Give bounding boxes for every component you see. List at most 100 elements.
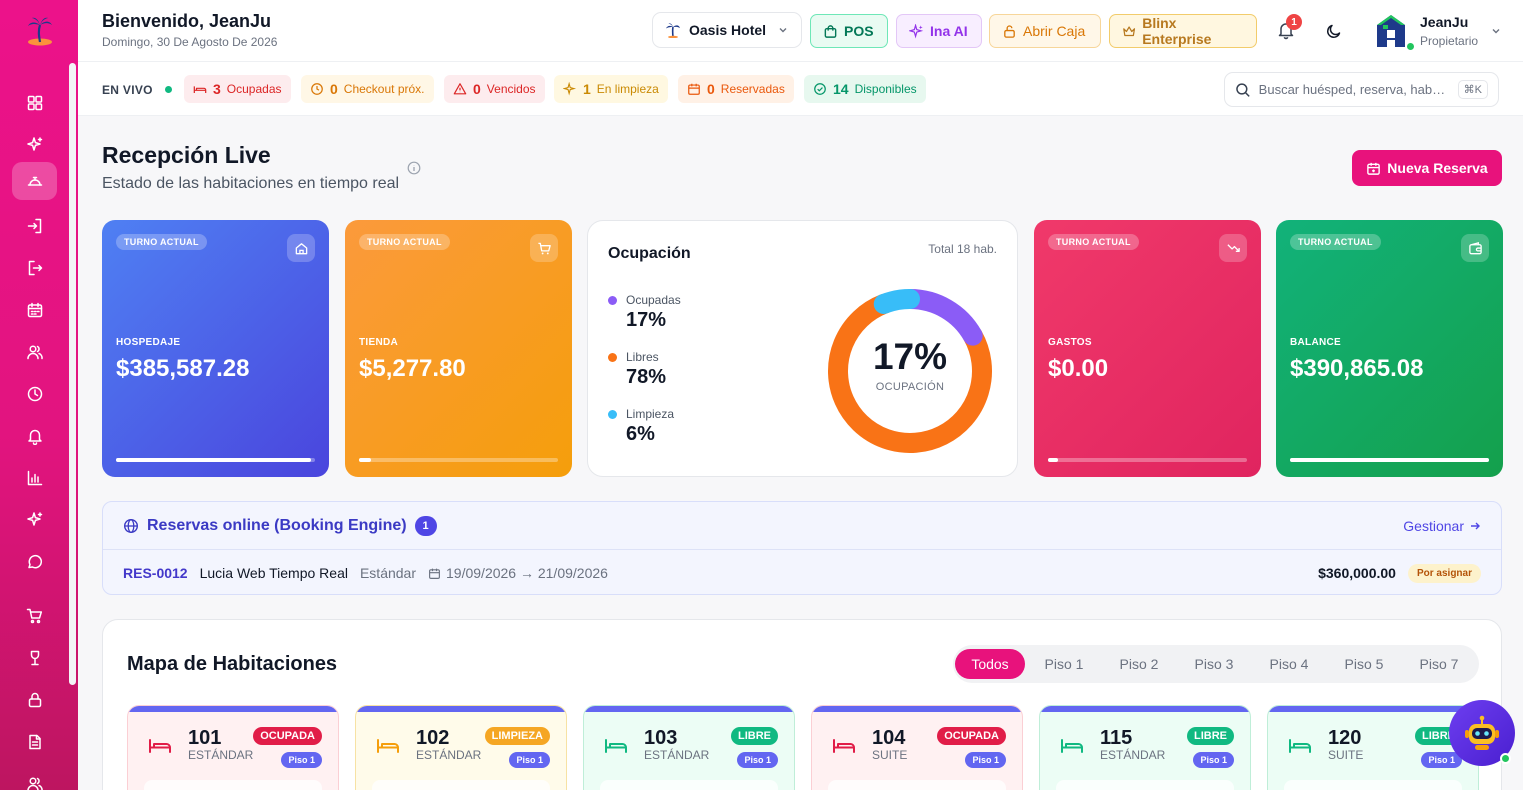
pos-label: POS xyxy=(844,23,874,39)
live-label: EN VIVO xyxy=(102,83,153,97)
new-booking-button[interactable]: Nueva Reserva xyxy=(1352,150,1502,186)
room-card-detail xyxy=(600,780,778,790)
ina-ai-label: Ina AI xyxy=(930,23,968,39)
live-status-bar: EN VIVO 3 Ocupadas 0 Checkout próx. 0 Ve… xyxy=(78,62,1523,116)
chevron-down-icon[interactable] xyxy=(1490,25,1502,37)
room-card-accent xyxy=(812,706,1022,712)
sidebar-item-notifications[interactable] xyxy=(12,417,57,455)
room-status-badge: OCUPADA xyxy=(937,727,1006,745)
palm-island-icon[interactable] xyxy=(26,14,54,48)
bed-icon xyxy=(1061,739,1083,753)
lock-icon xyxy=(28,692,41,708)
status-chip-overdue[interactable]: 0 Vencidos xyxy=(444,75,545,103)
room-card-accent xyxy=(128,706,338,712)
legend-dot xyxy=(608,296,617,305)
sidebar-item-calendar[interactable] xyxy=(12,291,57,329)
calendar-icon xyxy=(27,302,42,318)
room-card-detail xyxy=(1284,780,1462,790)
calendar-plus-icon xyxy=(1367,162,1381,175)
cart-icon xyxy=(530,234,558,262)
search-input[interactable]: Buscar huésped, reserva, hab… xyxy=(1258,81,1446,97)
floor-filter-all[interactable]: Todos xyxy=(955,649,1025,679)
calendar-icon xyxy=(429,568,440,579)
status-count: 0 xyxy=(707,81,715,97)
status-label: Ocupadas xyxy=(226,82,282,96)
open-cash-register-button[interactable]: Abrir Caja xyxy=(989,14,1101,48)
status-chip-checkout-soon[interactable]: 0 Checkout próx. xyxy=(301,75,434,103)
calendar-icon xyxy=(688,83,700,95)
reservation-amount: $360,000.00 xyxy=(1318,565,1396,581)
bed-icon xyxy=(149,739,171,753)
room-card-detail xyxy=(828,780,1006,790)
ina-ai-button[interactable]: Ina AI xyxy=(896,14,982,48)
legend-name: Ocupadas xyxy=(626,293,681,307)
sidebar-item-guests[interactable] xyxy=(12,333,57,371)
logout-icon xyxy=(28,260,42,276)
kpi-tag: TURNO ACTUAL xyxy=(116,234,207,250)
sidebar-item-store[interactable] xyxy=(12,597,57,635)
clock-icon xyxy=(311,83,323,95)
pos-button[interactable]: POS xyxy=(810,14,888,48)
room-card[interactable]: 115 ESTÁNDAR LIBRE Piso 1 xyxy=(1039,705,1251,790)
status-chip-occupied[interactable]: 3 Ocupadas xyxy=(184,75,291,103)
enterprise-plan-button[interactable]: Blinx Enterprise xyxy=(1109,14,1257,48)
manage-bookings-link[interactable]: Gestionar xyxy=(1403,518,1481,534)
info-icon[interactable] xyxy=(407,161,421,175)
sidebar-item-cleaning[interactable] xyxy=(12,501,57,539)
hotel-selector[interactable]: Oasis Hotel xyxy=(652,12,802,48)
floor-filter-piso-7[interactable]: Piso 7 xyxy=(1419,656,1459,672)
status-chip-cleaning[interactable]: 1 En limpieza xyxy=(554,75,668,103)
booking-count-badge: 1 xyxy=(414,515,437,536)
room-card[interactable]: 104 SUITE OCUPADA Piso 1 xyxy=(811,705,1023,790)
global-search[interactable]: Buscar huésped, reserva, hab… ⌘K xyxy=(1224,72,1499,107)
notification-count-badge: 1 xyxy=(1286,14,1302,30)
sidebar-item-documents[interactable] xyxy=(12,723,57,761)
room-card[interactable]: 101 ESTÁNDAR OCUPADA Piso 1 xyxy=(127,705,339,790)
sidebar-item-history[interactable] xyxy=(12,375,57,413)
reservation-row[interactable]: RES-0012 Lucia Web Tiempo Real Estándar … xyxy=(103,550,1501,594)
room-number: 120 xyxy=(1328,727,1362,749)
chat-icon xyxy=(27,554,42,569)
bed-icon xyxy=(605,739,627,753)
room-card[interactable]: 120 SUITE LIBRE Piso 1 xyxy=(1267,705,1479,790)
bed-icon xyxy=(193,86,207,93)
live-indicator-dot xyxy=(165,86,172,93)
moon-icon[interactable] xyxy=(1326,23,1342,39)
kpi-progress-bar xyxy=(1048,458,1247,462)
floor-filter-piso-2[interactable]: Piso 2 xyxy=(1119,656,1159,672)
kpi-value: $385,587.28 xyxy=(116,355,250,382)
sidebar-item-chat[interactable] xyxy=(12,543,57,581)
status-chip-reserved[interactable]: 0 Reservadas xyxy=(678,75,794,103)
sidebar-item-staff[interactable] xyxy=(12,765,57,790)
user-avatar[interactable] xyxy=(1374,13,1408,49)
sidebar-item-cash[interactable] xyxy=(12,681,57,719)
reservation-code[interactable]: RES-0012 xyxy=(123,565,188,581)
room-type: ESTÁNDAR xyxy=(188,748,254,762)
sidebar-item-bar[interactable] xyxy=(12,639,57,677)
status-chip-available[interactable]: 14 Disponibles xyxy=(804,75,926,103)
room-card[interactable]: 103 ESTÁNDAR LIBRE Piso 1 xyxy=(583,705,795,790)
floor-filter-piso-4[interactable]: Piso 4 xyxy=(1269,656,1309,672)
manage-bookings-label: Gestionar xyxy=(1403,517,1464,534)
floor-filter-piso-3[interactable]: Piso 3 xyxy=(1194,656,1234,672)
room-card-accent xyxy=(356,706,566,712)
sidebar-scrollbar[interactable] xyxy=(69,63,76,685)
sidebar-item-checkout[interactable] xyxy=(12,249,57,287)
room-status-badge: LIBRE xyxy=(731,727,778,745)
sidebar-item-reception[interactable] xyxy=(12,162,57,200)
sidebar-item-dashboard[interactable] xyxy=(12,84,57,122)
room-card[interactable]: 102 ESTÁNDAR LIMPIEZA Piso 1 xyxy=(355,705,567,790)
sidebar-item-ai[interactable] xyxy=(12,126,57,164)
floor-filter-piso-5[interactable]: Piso 5 xyxy=(1344,656,1384,672)
sidebar-item-reports[interactable] xyxy=(12,459,57,497)
kpi-progress-bar xyxy=(116,458,315,462)
kpi-card-expenses: TURNO ACTUAL GASTOS $0.00 xyxy=(1034,220,1261,477)
occupancy-title: Ocupación xyxy=(608,245,691,262)
kpi-label: TIENDA xyxy=(359,337,399,348)
top-bar: Bienvenido, JeanJu Domingo, 30 De Agosto… xyxy=(78,0,1523,62)
sidebar-item-checkin[interactable] xyxy=(12,207,57,245)
kpi-label: HOSPEDAJE xyxy=(116,337,181,348)
bar-chart-icon xyxy=(27,470,42,486)
bed-icon xyxy=(1289,739,1311,753)
floor-filter-piso-1[interactable]: Piso 1 xyxy=(1044,656,1084,672)
